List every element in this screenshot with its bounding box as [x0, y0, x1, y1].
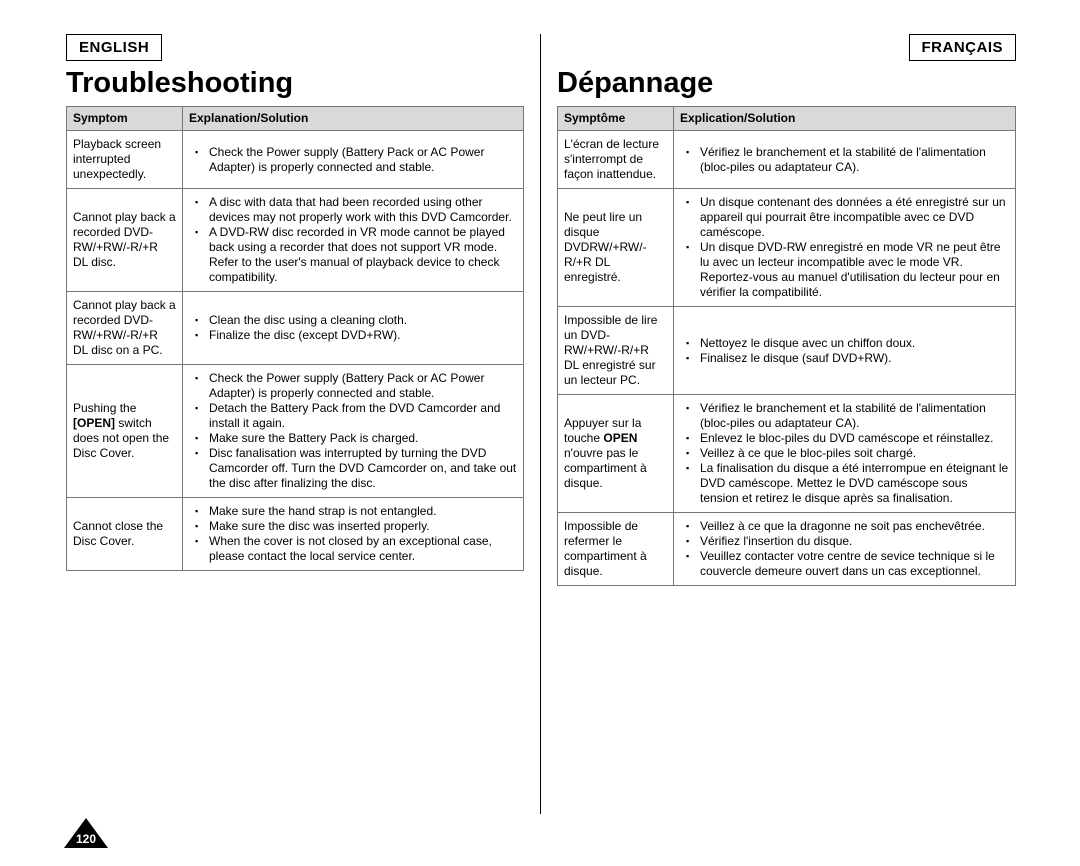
solution-cell: Nettoyez le disque avec un chiffon doux.…	[674, 307, 1016, 395]
solution-item: Un disque contenant des données a été en…	[692, 195, 1009, 240]
solution-cell: Veillez à ce que la dragonne ne soit pas…	[674, 513, 1016, 586]
table-row: Cannot play back a recorded DVD-RW/+RW/-…	[67, 189, 524, 292]
solution-cell: Vérifiez le branchement et la stabilité …	[674, 131, 1016, 189]
page-number-badge: 120	[64, 818, 108, 848]
lang-badge-english: ENGLISH	[66, 34, 162, 61]
table-row: Pushing the [OPEN] switch does not open …	[67, 365, 524, 498]
solution-cell: Un disque contenant des données a été en…	[674, 189, 1016, 307]
lang-badge-french: FRANÇAIS	[909, 34, 1017, 61]
solution-item: La finalisation du disque a été interrom…	[692, 461, 1009, 506]
solution-list: A disc with data that had been recorded …	[189, 195, 517, 285]
solution-list: Veillez à ce que la dragonne ne soit pas…	[680, 519, 1009, 579]
troubleshoot-table-english: Symptom Explanation/Solution Playback sc…	[66, 106, 524, 571]
solution-item: A DVD-RW disc recorded in VR mode cannot…	[201, 225, 517, 285]
solution-list: Check the Power supply (Battery Pack or …	[189, 371, 517, 491]
table-row: Impossible de lire un DVD-RW/+RW/-R/+R D…	[558, 307, 1016, 395]
solution-item: Veuillez contacter votre centre de sevic…	[692, 549, 1009, 579]
lang-badge-row: FRANÇAIS	[557, 34, 1016, 61]
solution-item: Vérifiez l'insertion du disque.	[692, 534, 1009, 549]
table-row: Cannot play back a recorded DVD-RW/+RW/-…	[67, 292, 524, 365]
solution-list: Un disque contenant des données a été en…	[680, 195, 1009, 300]
solution-item: Make sure the hand strap is not entangle…	[201, 504, 517, 519]
section-title-english: Troubleshooting	[66, 67, 524, 100]
solution-cell: Check the Power supply (Battery Pack or …	[183, 365, 524, 498]
table-row: Cannot close the Disc Cover. Make sure th…	[67, 498, 524, 571]
solution-list: Clean the disc using a cleaning cloth.Fi…	[189, 313, 517, 343]
solution-list: Check the Power supply (Battery Pack or …	[189, 145, 517, 175]
solution-cell: Vérifiez le branchement et la stabilité …	[674, 395, 1016, 513]
symptom-cell: Impossible de refermer le compartiment à…	[558, 513, 674, 586]
solution-item: Check the Power supply (Battery Pack or …	[201, 145, 517, 175]
table-row: Ne peut lire un disque DVDRW/+RW/-R/+R D…	[558, 189, 1016, 307]
lang-badge-row: ENGLISH	[66, 34, 524, 61]
page-number: 120	[72, 832, 100, 846]
symptom-cell: L'écran de lecture s'interrompt de façon…	[558, 131, 674, 189]
table-row: Playback screen interrupted unexpectedly…	[67, 131, 524, 189]
solution-item: A disc with data that had been recorded …	[201, 195, 517, 225]
solution-item: Vérifiez le branchement et la stabilité …	[692, 401, 1009, 431]
solution-item: Make sure the Battery Pack is charged.	[201, 431, 517, 446]
solution-item: Finalize the disc (except DVD+RW).	[201, 328, 517, 343]
symptom-cell: Appuyer sur la touche OPEN n'ouvre pas l…	[558, 395, 674, 513]
solution-item: When the cover is not closed by an excep…	[201, 534, 517, 564]
table-row: Impossible de refermer le compartiment à…	[558, 513, 1016, 586]
column-french: FRANÇAIS Dépannage Symptôme Explication/…	[541, 34, 1016, 814]
col-header-solution: Explanation/Solution	[183, 107, 524, 131]
solution-item: Finalisez le disque (sauf DVD+RW).	[692, 351, 1009, 366]
col-header-symptom: Symptôme	[558, 107, 674, 131]
solution-item: Disc fanalisation was interrupted by tur…	[201, 446, 517, 491]
solution-list: Vérifiez le branchement et la stabilité …	[680, 145, 1009, 175]
table-body-french: L'écran de lecture s'interrompt de façon…	[558, 131, 1016, 586]
section-title-french: Dépannage	[557, 67, 1016, 100]
two-column-layout: ENGLISH Troubleshooting Symptom Explanat…	[66, 34, 1016, 814]
solution-item: Vérifiez le branchement et la stabilité …	[692, 145, 1009, 175]
solution-item: Detach the Battery Pack from the DVD Cam…	[201, 401, 517, 431]
solution-item: Un disque DVD-RW enregistré en mode VR n…	[692, 240, 1009, 300]
col-header-solution: Explication/Solution	[674, 107, 1016, 131]
table-body-english: Playback screen interrupted unexpectedly…	[67, 131, 524, 571]
solution-item: Check the Power supply (Battery Pack or …	[201, 371, 517, 401]
solution-item: Veillez à ce que la dragonne ne soit pas…	[692, 519, 1009, 534]
solution-item: Clean the disc using a cleaning cloth.	[201, 313, 517, 328]
symptom-cell: Cannot close the Disc Cover.	[67, 498, 183, 571]
symptom-cell: Ne peut lire un disque DVDRW/+RW/-R/+R D…	[558, 189, 674, 307]
symptom-cell: Playback screen interrupted unexpectedly…	[67, 131, 183, 189]
manual-page: ENGLISH Troubleshooting Symptom Explanat…	[66, 34, 1016, 814]
table-row: Appuyer sur la touche OPEN n'ouvre pas l…	[558, 395, 1016, 513]
symptom-cell: Impossible de lire un DVD-RW/+RW/-R/+R D…	[558, 307, 674, 395]
triangle-icon: 120	[64, 818, 108, 848]
symptom-cell: Cannot play back a recorded DVD-RW/+RW/-…	[67, 292, 183, 365]
solution-cell: A disc with data that had been recorded …	[183, 189, 524, 292]
symptom-cell: Cannot play back a recorded DVD-RW/+RW/-…	[67, 189, 183, 292]
solution-cell: Clean the disc using a cleaning cloth.Fi…	[183, 292, 524, 365]
solution-item: Make sure the disc was inserted properly…	[201, 519, 517, 534]
solution-item: Veillez à ce que le bloc-piles soit char…	[692, 446, 1009, 461]
solution-cell: Make sure the hand strap is not entangle…	[183, 498, 524, 571]
solution-item: Nettoyez le disque avec un chiffon doux.	[692, 336, 1009, 351]
col-header-symptom: Symptom	[67, 107, 183, 131]
solution-item: Enlevez le bloc-piles du DVD caméscope e…	[692, 431, 1009, 446]
troubleshoot-table-french: Symptôme Explication/Solution L'écran de…	[557, 106, 1016, 586]
solution-list: Nettoyez le disque avec un chiffon doux.…	[680, 336, 1009, 366]
symptom-cell: Pushing the [OPEN] switch does not open …	[67, 365, 183, 498]
column-english: ENGLISH Troubleshooting Symptom Explanat…	[66, 34, 541, 814]
solution-list: Make sure the hand strap is not entangle…	[189, 504, 517, 564]
solution-list: Vérifiez le branchement et la stabilité …	[680, 401, 1009, 506]
table-row: L'écran de lecture s'interrompt de façon…	[558, 131, 1016, 189]
solution-cell: Check the Power supply (Battery Pack or …	[183, 131, 524, 189]
